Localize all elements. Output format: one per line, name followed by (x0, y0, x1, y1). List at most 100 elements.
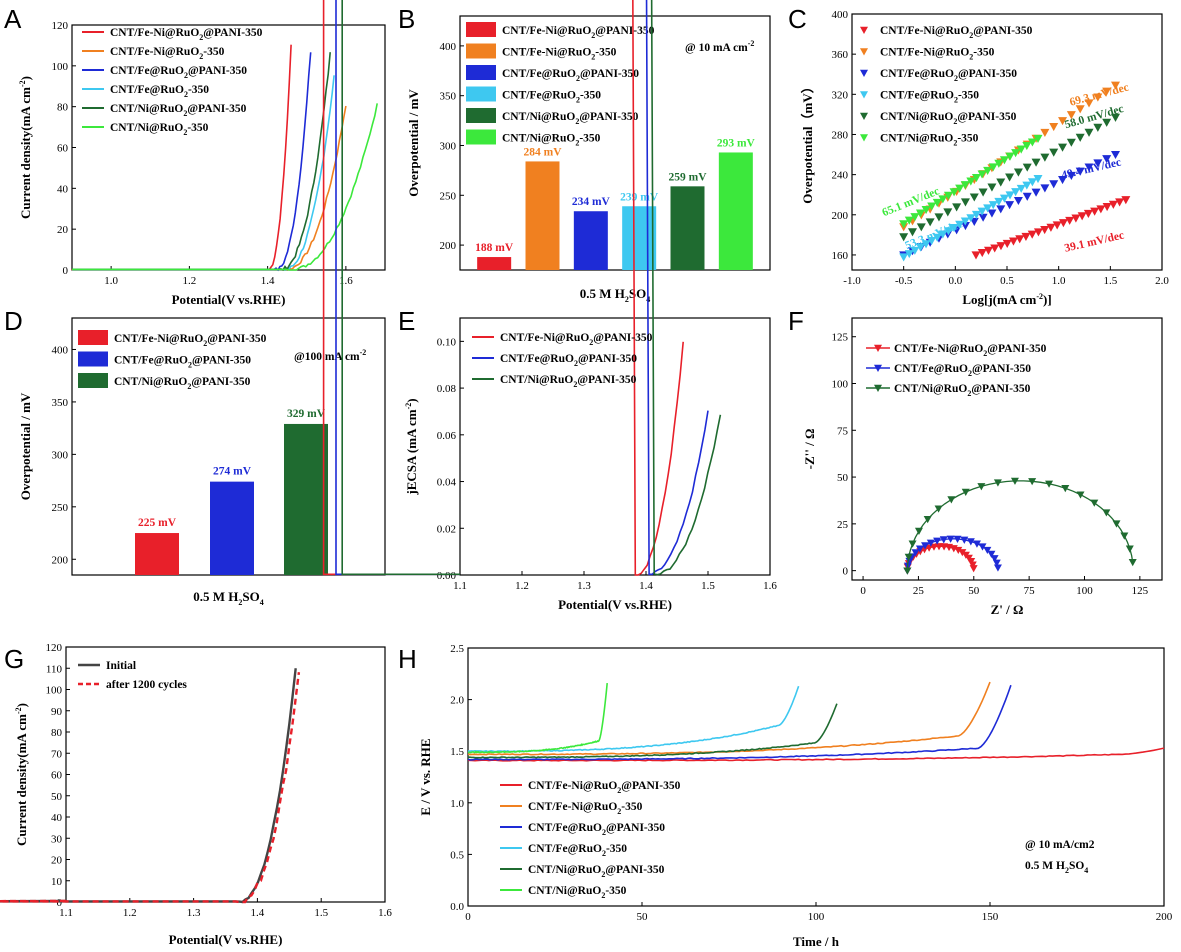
data-point (939, 536, 948, 544)
x-tick-label: 200 (1156, 911, 1173, 923)
y-tick-label: 0.04 (437, 477, 457, 489)
data-point (911, 549, 920, 557)
y-tick-label: 350 (440, 91, 457, 103)
x-axis-label: 0.5 M H2​SO4​ (193, 589, 264, 607)
data-point (1021, 232, 1031, 242)
data-point (990, 244, 1000, 253)
data-point (960, 536, 969, 544)
data-point (1028, 478, 1037, 486)
bar (284, 423, 328, 575)
data-point (925, 544, 934, 552)
data-point (908, 540, 917, 548)
x-tick-label: 25 (913, 585, 925, 597)
legend-entry: CNT/Ni@RuO2​@PANI-350 (110, 103, 247, 118)
x-tick-label: 1.6 (763, 580, 777, 592)
series-line (468, 703, 838, 759)
x-tick-label: 1.6 (339, 275, 353, 287)
y-tick-label: 110 (46, 663, 63, 675)
legend-entry: CNT/Fe-Ni@RuO2​@PANI-350 (528, 780, 681, 795)
panel-C: -1.0 -0.5 0.0 0.5 1.0 1.5 2.0 160 200 240 280 320 36… (788, 4, 1169, 307)
data-point (932, 233, 942, 242)
bar (622, 206, 657, 270)
panel-label: F (788, 306, 804, 336)
data-point (915, 209, 925, 218)
data-point (943, 191, 953, 200)
legend-entry: CNT/Fe@RuO2​@PANI-350 (880, 68, 1017, 83)
data-point (1049, 122, 1059, 132)
series-line (341, 0, 722, 576)
legend-entry: CNT/Ni@RuO2​@PANI-350 (894, 383, 1031, 398)
bar-value-label: 293 mV (717, 137, 756, 149)
data-point (1016, 145, 1026, 154)
data-point (1005, 152, 1015, 161)
y-tick-label: 240 (832, 170, 849, 182)
data-point (952, 203, 962, 212)
data-point (988, 163, 998, 172)
data-point (966, 538, 975, 546)
bar-value-label: 274 mV (213, 466, 252, 478)
x-axis-label: 0.5 M H2​SO4​ (580, 286, 651, 304)
x-tick-label: 1.2 (123, 907, 137, 919)
legend-marker (874, 364, 882, 372)
y-tick-label: 50 (51, 791, 63, 803)
x-axis-label: Z' / Ω (991, 602, 1024, 617)
data-point (993, 564, 1002, 572)
data-point (1040, 184, 1050, 193)
x-axis-label: Potential(V vs.RHE) (172, 292, 286, 307)
legend-swatch (466, 108, 496, 123)
legend-entry: CNT/Fe-Ni@RuO2​-350 (110, 46, 225, 61)
legend-swatch (466, 43, 496, 59)
data-point (949, 223, 959, 233)
data-point (904, 250, 914, 259)
data-point (899, 233, 909, 242)
legend-entry: CNT/Fe@RuO2​-350 (502, 90, 601, 105)
data-point (921, 542, 930, 550)
data-point (1083, 209, 1093, 219)
y-tick-label: 75 (837, 425, 849, 437)
data-point (1058, 176, 1068, 185)
legend-swatch (860, 112, 868, 120)
legend-swatch (860, 134, 868, 142)
series-line (467, 684, 1012, 761)
y-tick-label: 280 (832, 129, 849, 141)
y-tick-label: 400 (52, 344, 69, 356)
data-point (1010, 477, 1019, 485)
y-tick-label: 360 (832, 49, 849, 61)
legend-entry: CNT/Fe@RuO2​@PANI-350 (502, 68, 639, 83)
y-tick-label: 2.0 (450, 695, 464, 707)
x-tick-label: 1.4 (261, 275, 275, 287)
y-tick-label: 2.5 (450, 643, 464, 655)
data-point (983, 546, 992, 555)
y-tick-label: 100 (832, 379, 849, 391)
data-point (1093, 93, 1103, 102)
y-tick-label: 60 (51, 770, 63, 782)
data-point (1066, 111, 1076, 120)
data-point (958, 549, 967, 557)
legend-swatch (78, 351, 108, 367)
y-tick-label: 70 (51, 748, 63, 760)
data-point (966, 177, 976, 186)
y-tick-label: 25 (837, 519, 849, 531)
data-point (1075, 167, 1085, 176)
legend-swatch (860, 91, 868, 99)
data-point (1093, 123, 1103, 132)
x-tick-label: 1.5 (701, 580, 715, 592)
data-point (925, 218, 935, 227)
data-point (971, 210, 981, 220)
data-point (1008, 237, 1018, 246)
y-axis-label: Overpotential / mV (406, 89, 421, 197)
data-point (987, 550, 996, 558)
data-point (1033, 175, 1043, 184)
data-point (953, 535, 962, 544)
data-point (1065, 216, 1075, 225)
bar-value-label: 225 mV (138, 517, 177, 529)
data-point (1071, 214, 1081, 223)
data-point (969, 193, 979, 202)
panel-G: 1.1 1.2 1.3 1.4 1.5 1.6 0 10 20 30 40 50 60 70 80 90 100… (0, 642, 392, 947)
y-axis-label: E / V vs. RHE (418, 738, 433, 815)
data-point (921, 205, 931, 215)
series-line (906, 480, 1134, 571)
y-axis-label: jECSA (mA cm-2​) (404, 398, 419, 495)
data-point (983, 204, 993, 213)
